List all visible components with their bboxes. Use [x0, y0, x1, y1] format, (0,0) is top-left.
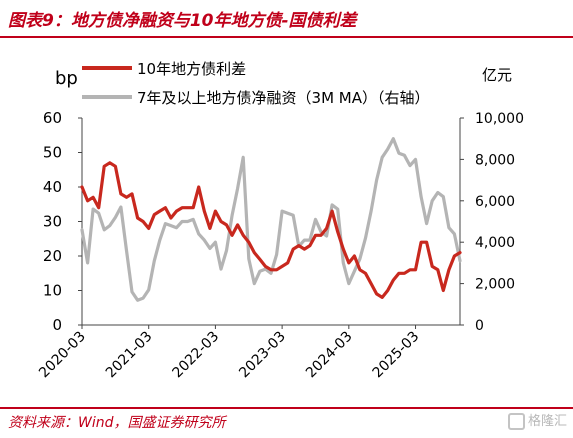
right-tick-label: 4,000 — [475, 235, 515, 251]
x-tick-label: 2022-03 — [170, 329, 223, 382]
chart-title: 图表9：地方债净融资与10年地方债-国债利差 — [8, 11, 357, 31]
x-tick-label: 2021-03 — [103, 329, 156, 382]
watermark-text: 格隆汇 — [527, 414, 567, 429]
left-tick-label: 20 — [43, 247, 62, 265]
left-tick-label: 40 — [43, 178, 62, 196]
x-tick-label: 2023-03 — [236, 329, 289, 382]
watermark-logo-icon — [507, 413, 525, 430]
footer-rule — [0, 407, 573, 409]
left-tick-label: 60 — [43, 109, 62, 127]
left-tick-label: 30 — [43, 213, 62, 231]
series-lines — [80, 137, 462, 302]
x-tick-label: 2024-03 — [303, 329, 356, 382]
right-tick-label: 6,000 — [475, 194, 515, 210]
right-tick-label: 8,000 — [475, 152, 515, 168]
x-tick-label: 2020-03 — [36, 329, 89, 382]
watermark: 格隆汇 — [507, 410, 567, 430]
left-tick-label: 50 — [43, 144, 62, 162]
left-tick-label: 0 — [52, 316, 62, 334]
right-tick-label: 10,000 — [475, 111, 524, 127]
right-tick-label: 0 — [475, 318, 484, 334]
right-axis-unit: 亿元 — [482, 66, 512, 84]
legend-label: 7年及以上地方债净融资（3M MA）（右轴） — [137, 89, 430, 107]
spread-line — [80, 161, 462, 299]
net-financing-line — [80, 137, 462, 302]
legend: 10年地方债利差 7年及以上地方债净融资（3M MA）（右轴） — [82, 60, 430, 107]
source-note: 资料来源：Wind，国盛证券研究所 — [8, 415, 226, 431]
x-tick-label: 2025-03 — [370, 329, 423, 382]
legend-label: 10年地方债利差 — [137, 60, 246, 78]
left-axis-unit: bp — [55, 68, 78, 89]
right-tick-label: 2,000 — [475, 277, 515, 293]
left-tick-label: 10 — [43, 282, 62, 300]
title-rule — [0, 36, 573, 38]
